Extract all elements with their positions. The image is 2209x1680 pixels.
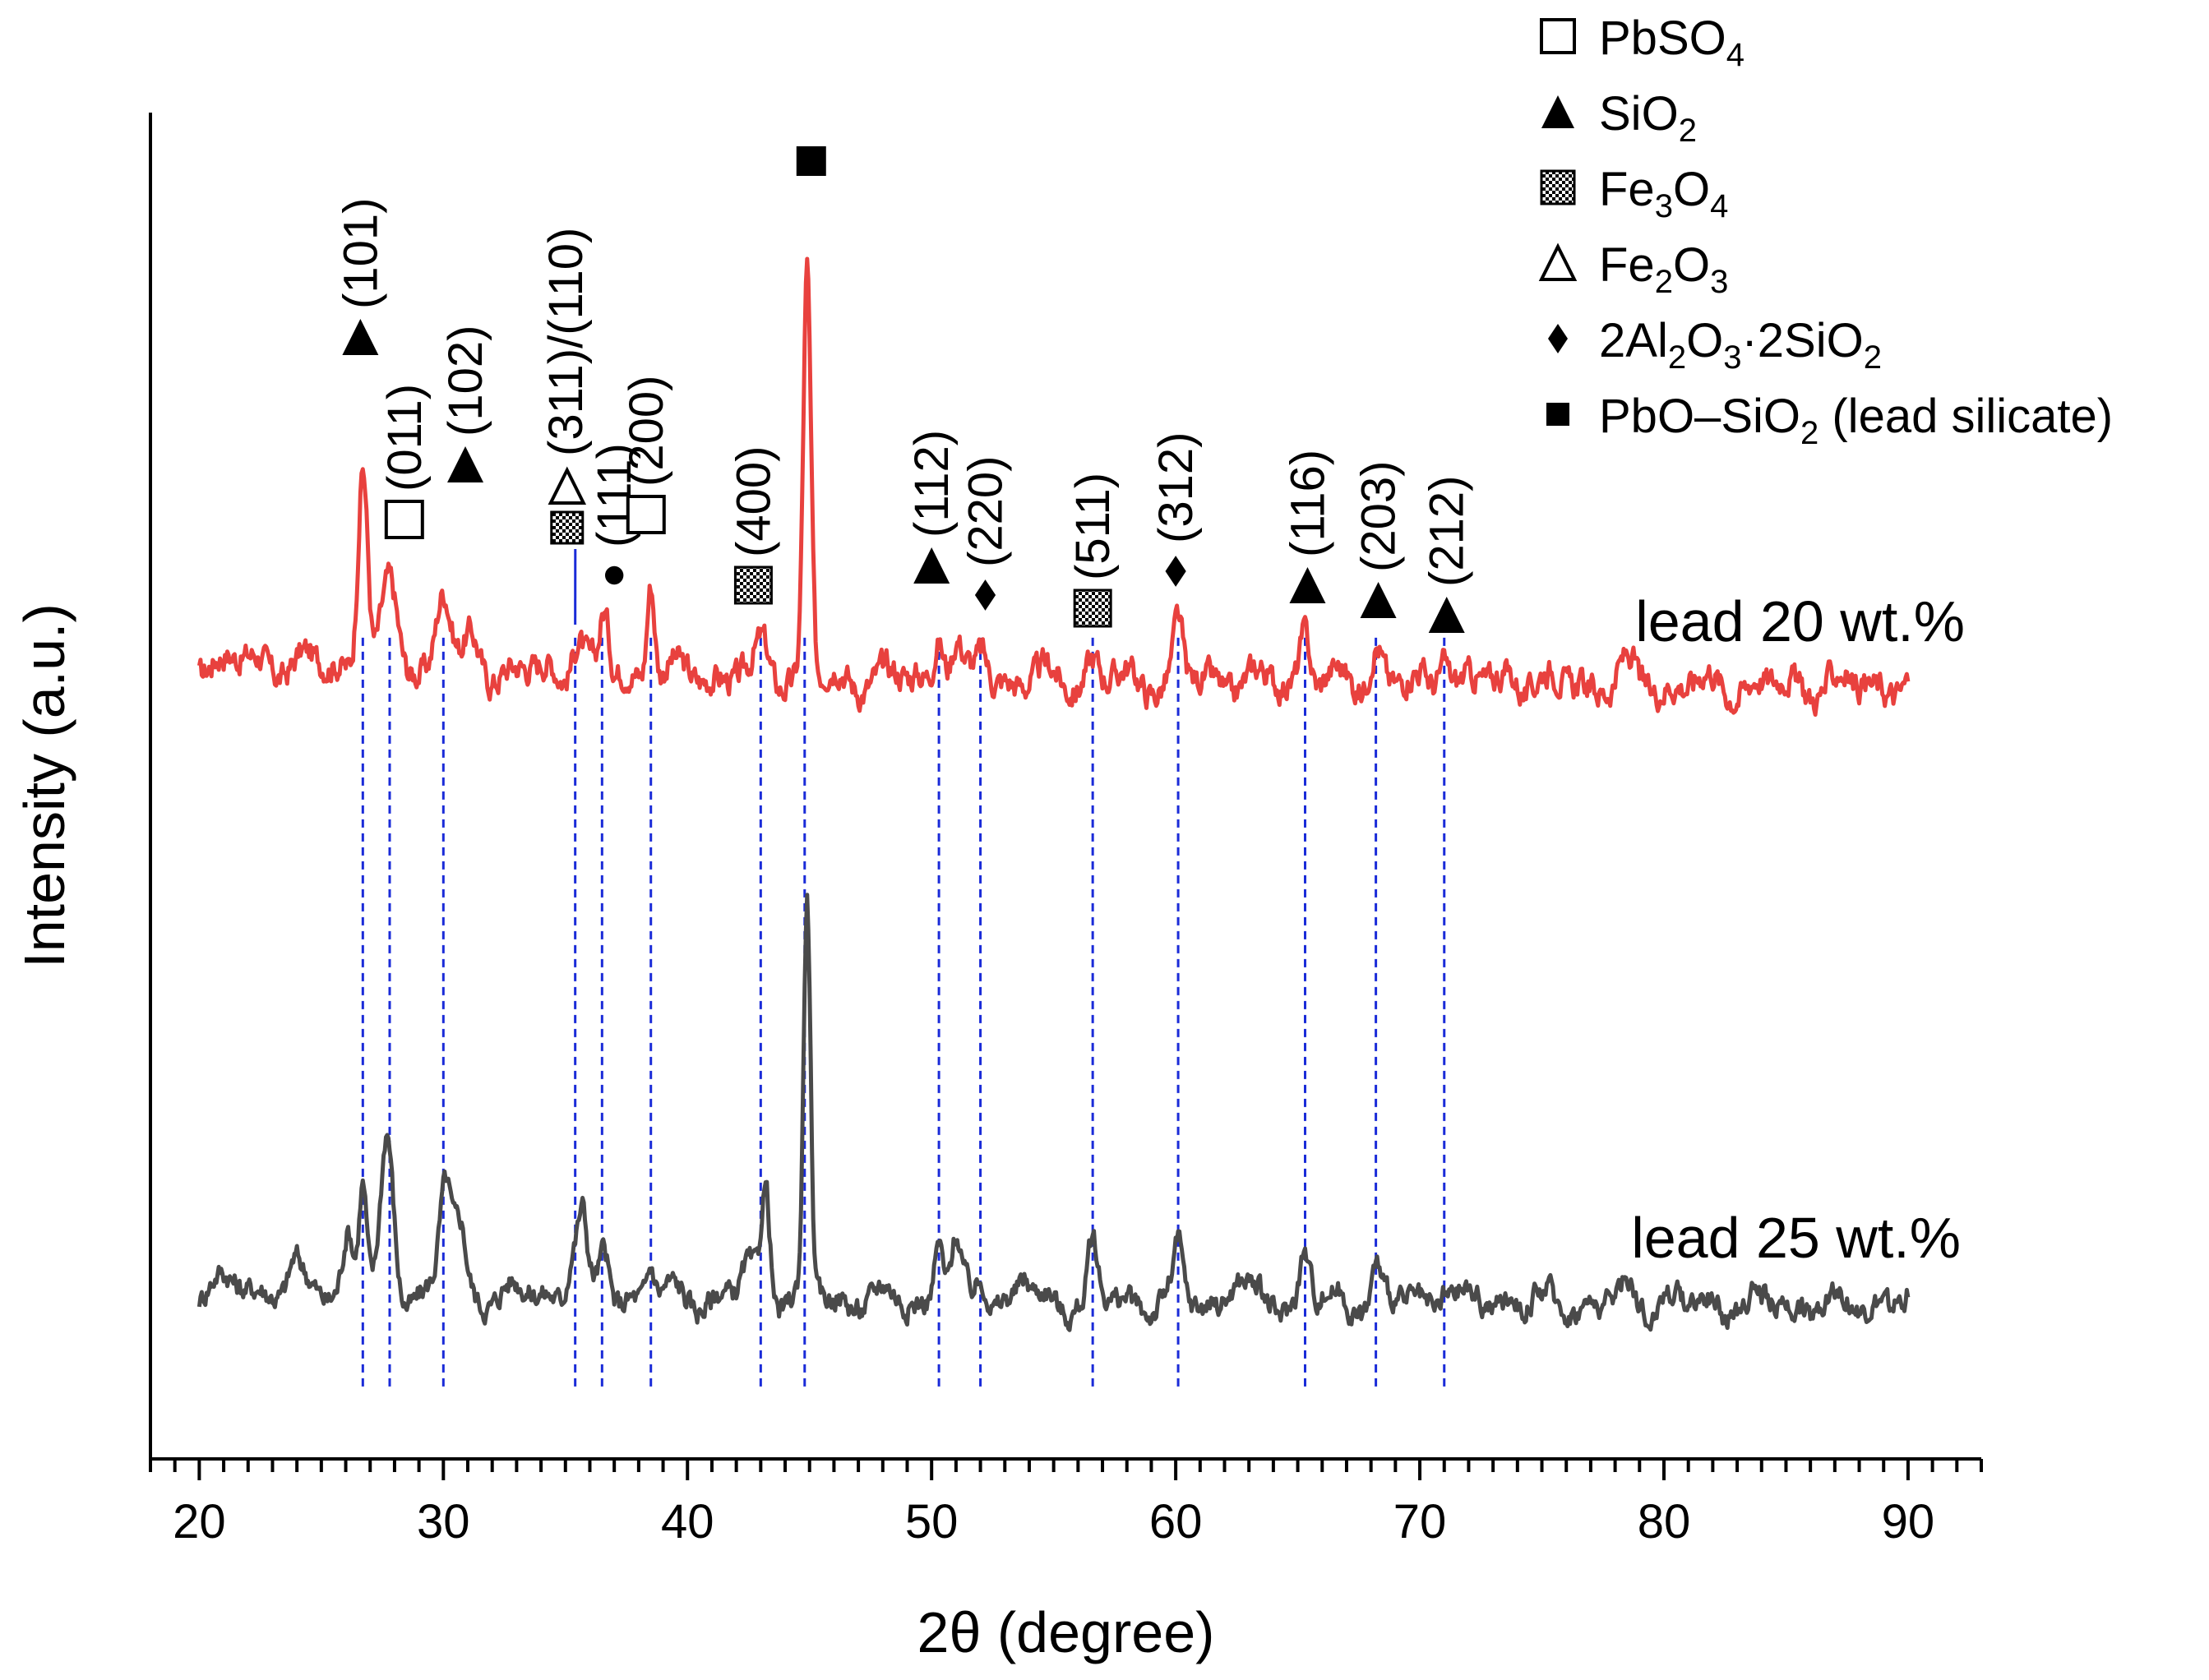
legend-symbol-0 — [1540, 18, 1576, 54]
peak-label: (312) — [1149, 432, 1203, 543]
legend-text-part: 2Al — [1599, 314, 1668, 367]
reference-lines — [361, 637, 1446, 1392]
legend-label: Fe2O3 — [1599, 238, 1728, 300]
peak-label: (220) — [959, 456, 1013, 567]
peak-marker-14 — [1428, 597, 1465, 633]
peak-label: (116) — [1281, 450, 1334, 557]
series-label-lead-20: lead 20 wt.% — [1635, 589, 1965, 653]
series-line-1 — [196, 893, 1911, 1332]
legend-subscript: 2 — [1655, 264, 1673, 300]
peak-marker-10 — [1073, 588, 1112, 628]
x-tick-label: 80 — [1638, 1495, 1691, 1548]
peak-annotations: (101)(011)(102) (311)/(110)(111)(200)(400… — [334, 146, 1474, 633]
legend-symbol-1 — [1541, 95, 1574, 128]
legend-text-part: Fe — [1599, 238, 1655, 292]
legend-subscript: 3 — [1655, 188, 1673, 224]
legend-subscript: 2 — [1668, 339, 1686, 376]
legend-text-part: PbO–SiO — [1599, 390, 1800, 443]
peak-label: (400) — [727, 446, 780, 557]
peak-label: (011) — [378, 384, 432, 492]
peak-label: (101) — [334, 198, 387, 309]
x-tick-label: 90 — [1882, 1495, 1935, 1548]
peak-marker-11 — [1165, 556, 1186, 587]
legend-text-part: O — [1673, 163, 1710, 216]
legend-label: PbSO4 — [1599, 12, 1745, 73]
axes: 20 30 40 50 60 70 80 90 — [149, 113, 1983, 1548]
legend-subscript: 2 — [1679, 113, 1697, 149]
peak-marker-2 — [447, 446, 484, 482]
peak-label: (511) — [1066, 473, 1120, 580]
peak-marker-12 — [1289, 567, 1326, 603]
x-tick-label: 40 — [661, 1495, 714, 1548]
legend-symbol-3 — [1538, 242, 1578, 281]
legend-symbol-2 — [1540, 169, 1576, 205]
peak-marker-5 — [626, 495, 666, 534]
legend-label: PbO–SiO2 (lead silicate) — [1599, 390, 2113, 451]
series-layer — [196, 256, 1911, 1332]
peak-marker-6 — [733, 565, 773, 605]
legend-label: SiO2 — [1599, 87, 1697, 149]
legend-symbol-5 — [1546, 403, 1569, 426]
peak-label: (102) — [439, 325, 492, 436]
peak-marker-4 — [604, 565, 624, 585]
peak-marker-9 — [974, 579, 996, 611]
x-tick-label: 60 — [1149, 1495, 1203, 1548]
x-tick-label: 20 — [173, 1495, 226, 1548]
peak-marker-1 — [384, 500, 424, 539]
legend-label: 2Al2O3·2SiO2 — [1599, 314, 1882, 376]
peak-marker-13 — [1360, 582, 1397, 618]
peak-marker-fe2o3 — [548, 466, 587, 505]
peak-label: (200) — [620, 376, 673, 487]
series-label-lead-25: lead 25 wt.% — [1631, 1206, 1961, 1270]
x-tick-label: 70 — [1393, 1495, 1447, 1548]
peak-label: (212) — [1421, 476, 1474, 587]
legend-text-part: Fe — [1599, 163, 1655, 216]
legend-text-part: O — [1686, 314, 1723, 367]
legend-text-part: O — [1673, 238, 1710, 292]
peak-marker-8 — [913, 547, 950, 584]
legend-text-part: ·2SiO — [1741, 314, 1863, 367]
y-axis-title: Intensity (a.u.) — [12, 603, 76, 968]
legend-subscript: 3 — [1723, 339, 1741, 376]
series-line-0 — [196, 256, 1911, 717]
legend-subscript: 2 — [1864, 339, 1882, 376]
peak-label: (311)/(110) — [539, 228, 593, 456]
legend: PbSO4SiO2Fe3O4Fe2O32Al2O3·2SiO2PbO–SiO2 … — [1538, 12, 2113, 451]
x-tick-label: 50 — [905, 1495, 959, 1548]
legend-text-part: PbSO — [1599, 12, 1726, 65]
peak-marker-lead-silicate — [796, 146, 826, 176]
peak-label: (112) — [905, 430, 959, 538]
legend-subscript: 3 — [1710, 264, 1728, 300]
legend-text-part: SiO — [1599, 87, 1679, 141]
legend-subscript: 4 — [1710, 188, 1728, 224]
legend-subscript: 4 — [1726, 37, 1745, 73]
x-axis-title: 2θ (degree) — [917, 1600, 1215, 1664]
legend-text-part: (lead silicate) — [1818, 390, 2113, 443]
legend-subscript: 2 — [1800, 415, 1818, 451]
legend-symbol-4 — [1548, 324, 1568, 353]
x-tick-label: 30 — [417, 1495, 470, 1548]
peak-marker-fe3o4 — [550, 510, 585, 545]
peak-label: (203) — [1352, 461, 1406, 572]
legend-label: Fe3O4 — [1599, 163, 1728, 224]
peak-marker-0 — [342, 319, 379, 355]
